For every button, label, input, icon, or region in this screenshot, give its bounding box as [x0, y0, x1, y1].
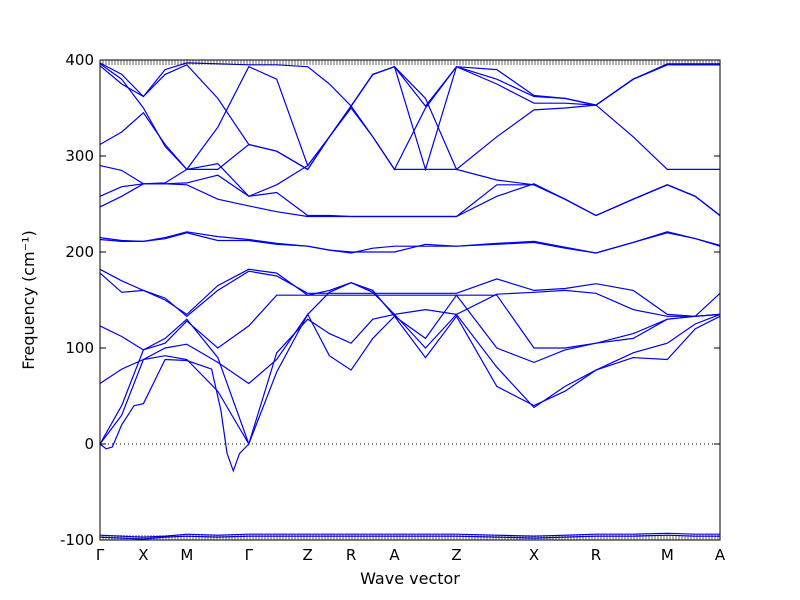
- x-tick-label: X: [138, 546, 148, 564]
- y-tick-label: 400: [65, 51, 94, 69]
- x-tick-label: Z: [303, 546, 313, 564]
- x-tick-label: Γ: [245, 546, 254, 564]
- band-line-13: [99, 174, 721, 218]
- band-line-17: [99, 64, 720, 172]
- band-line-5: [99, 313, 721, 446]
- x-tick-label: X: [529, 546, 539, 564]
- y-tick-label: 100: [65, 339, 94, 357]
- x-tick-label: Z: [451, 546, 461, 564]
- band-line-7: [99, 294, 721, 351]
- x-axis-title: Wave vector: [360, 569, 460, 588]
- band-line-18: [99, 62, 720, 108]
- y-axis-title: Frequency (cm⁻¹): [19, 230, 38, 369]
- plot-frame: [99, 59, 721, 541]
- axes-frame: [99, 59, 721, 541]
- x-tick-label: A: [389, 546, 400, 564]
- band-line-4: [99, 313, 721, 446]
- y-axis-ticks: -100 0 100 200 300 400: [60, 51, 720, 549]
- x-tick-label: M: [180, 546, 193, 564]
- band-line-8: [99, 270, 721, 318]
- band-line-6: [99, 282, 721, 385]
- y-tick-label: -100: [60, 531, 94, 549]
- y-tick-label: 0: [84, 435, 94, 453]
- band-line-3: [99, 358, 250, 473]
- y-tick-label: 200: [65, 243, 94, 261]
- band-line-10: [99, 231, 721, 254]
- band-line-2: [99, 532, 720, 538]
- x-tick-label: R: [346, 546, 356, 564]
- phonon-bands: [99, 62, 721, 540]
- x-tick-label: R: [591, 546, 601, 564]
- x-tick-label: M: [661, 546, 674, 564]
- x-tick-label: Γ: [96, 546, 105, 564]
- band-line-11: [99, 232, 721, 254]
- band-line-12: [99, 183, 721, 218]
- band-line-9: [99, 268, 721, 317]
- x-tick-label: A: [715, 546, 726, 564]
- y-tick-label: 300: [65, 147, 94, 165]
